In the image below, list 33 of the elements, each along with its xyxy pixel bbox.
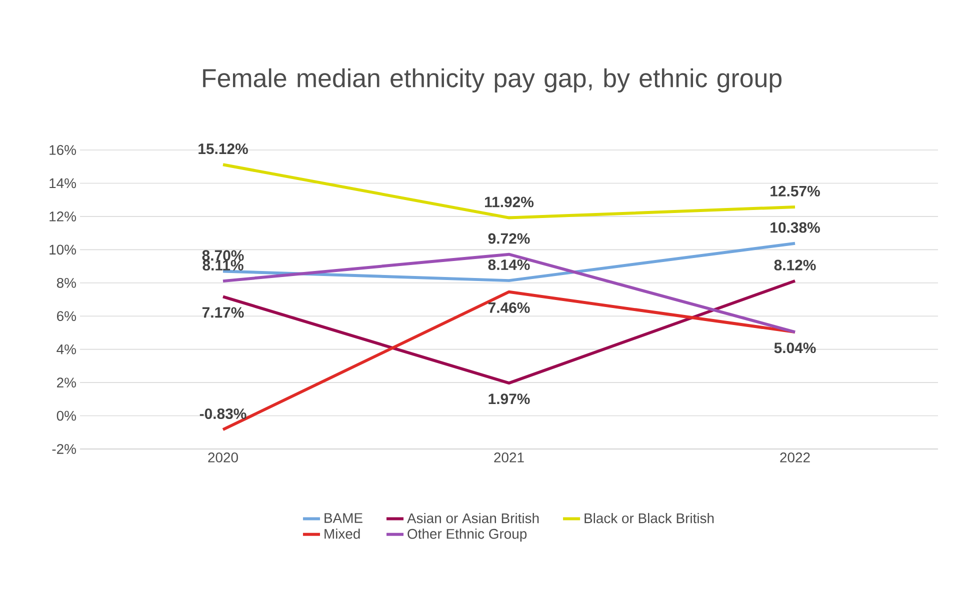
data-label: 7.46% [488, 302, 530, 313]
legend-label: Mixed [324, 528, 360, 539]
legend-label: Other Ethnic Group [408, 528, 527, 542]
legend-label: Asian or Asian British [407, 512, 539, 524]
data-label: 8.11% [202, 260, 244, 271]
chart-title: Female median ethnicity pay gap, by ethnic group [203, 68, 782, 92]
y-tick-label: 16% [50, 145, 76, 155]
y-tick-label: 10% [50, 244, 76, 255]
y-tick-label: 4% [56, 344, 76, 354]
legend-label: Black or Black British [584, 512, 714, 524]
y-tick-label: 0% [56, 410, 76, 421]
data-label: 11.92% [485, 196, 534, 208]
data-label: 8.12% [774, 260, 816, 270]
data-label: 8.70% [202, 250, 244, 261]
data-label: 15.12% [198, 144, 248, 154]
data-label: 10.38% [770, 222, 820, 233]
data-label: 5.04% [774, 342, 816, 354]
data-label: 12.57% [770, 186, 820, 196]
data-label: 8.14% [488, 259, 530, 270]
data-label: -0.83% [200, 408, 246, 420]
y-tick-label: 2% [57, 378, 76, 388]
y-tick-label: 8% [56, 278, 76, 288]
y-tick-label: -2% [52, 444, 76, 454]
y-tick-label: 12% [50, 212, 76, 222]
data-label: 7.17% [202, 307, 244, 318]
data-label: 9.72% [488, 233, 530, 244]
x-tick-label: 2020 [208, 452, 238, 462]
x-tick-label: 2021 [494, 452, 524, 462]
legend-label: BAME [324, 513, 362, 523]
y-tick-label: 6% [57, 311, 76, 322]
x-tick-label: 2022 [780, 452, 810, 462]
data-label: 1.97% [488, 394, 530, 404]
y-tick-label: 14% [50, 178, 76, 188]
